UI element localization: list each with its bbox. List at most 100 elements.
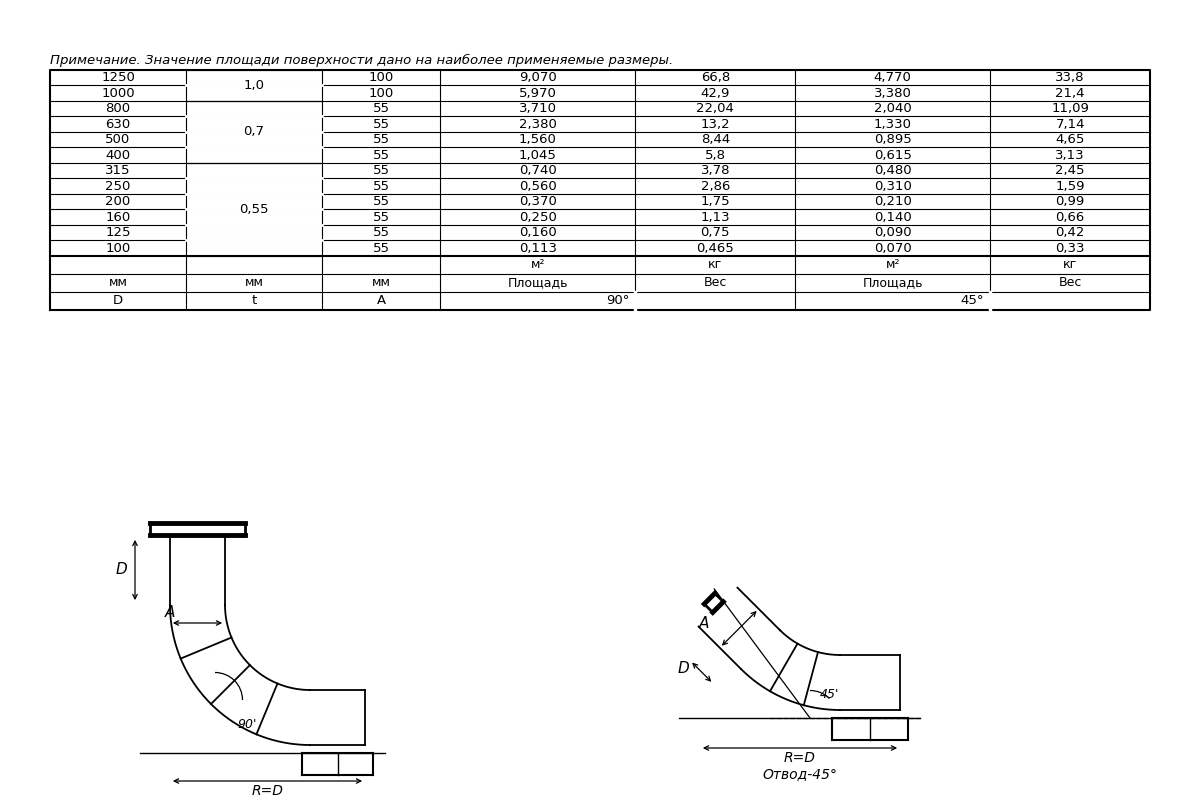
Text: 0,480: 0,480: [874, 164, 912, 177]
Text: 125: 125: [106, 226, 131, 239]
Text: 2,040: 2,040: [874, 102, 912, 115]
Text: 1000: 1000: [101, 86, 134, 100]
Text: 55: 55: [373, 226, 390, 239]
Text: 800: 800: [106, 102, 131, 115]
Text: 0,250: 0,250: [518, 210, 557, 223]
Text: A: A: [698, 616, 709, 631]
Text: 0,370: 0,370: [518, 195, 557, 208]
Text: 0,140: 0,140: [874, 210, 912, 223]
Text: Примечание. Значение площади поверхности дано на наиболее применяемые размеры.: Примечание. Значение площади поверхности…: [50, 54, 673, 67]
Text: 55: 55: [373, 180, 390, 193]
Text: 66,8: 66,8: [701, 71, 730, 84]
Text: 1,0: 1,0: [244, 79, 264, 92]
Text: 0,310: 0,310: [874, 180, 912, 193]
Text: 315: 315: [106, 164, 131, 177]
Text: 11,09: 11,09: [1051, 102, 1090, 115]
Text: 630: 630: [106, 118, 131, 130]
Text: 0,070: 0,070: [874, 242, 912, 254]
Text: 7,14: 7,14: [1056, 118, 1085, 130]
Text: 5,8: 5,8: [704, 149, 726, 162]
Text: 13,2: 13,2: [701, 118, 730, 130]
Text: 8,44: 8,44: [701, 133, 730, 146]
Text: 3,78: 3,78: [701, 164, 730, 177]
Text: 0,75: 0,75: [701, 226, 730, 239]
Text: Площадь: Площадь: [863, 277, 923, 290]
Text: 0,113: 0,113: [518, 242, 557, 254]
Text: кг: кг: [1063, 258, 1078, 271]
Text: м²: м²: [886, 258, 900, 271]
Text: Отвод-45°: Отвод-45°: [762, 767, 838, 781]
Text: 4,770: 4,770: [874, 71, 912, 84]
Text: 22,04: 22,04: [696, 102, 734, 115]
Text: 1,560: 1,560: [518, 133, 557, 146]
Text: 3,380: 3,380: [874, 86, 912, 100]
Text: 0,210: 0,210: [874, 195, 912, 208]
Text: 0,160: 0,160: [520, 226, 557, 239]
Text: 55: 55: [373, 102, 390, 115]
Text: Вес: Вес: [1058, 277, 1082, 290]
Text: 1,13: 1,13: [701, 210, 730, 223]
Text: мм: мм: [245, 277, 264, 290]
Text: 0,55: 0,55: [239, 203, 269, 216]
Text: 55: 55: [373, 164, 390, 177]
Text: R=D: R=D: [784, 751, 816, 765]
Text: 0,895: 0,895: [874, 133, 912, 146]
Text: 55: 55: [373, 210, 390, 223]
Text: 3,710: 3,710: [518, 102, 557, 115]
Text: 2,86: 2,86: [701, 180, 730, 193]
Text: 90°: 90°: [606, 294, 630, 307]
Text: мм: мм: [372, 277, 391, 290]
Text: 1,330: 1,330: [874, 118, 912, 130]
Text: 0,465: 0,465: [696, 242, 734, 254]
Text: мм: мм: [108, 277, 127, 290]
Text: 100: 100: [106, 242, 131, 254]
Text: 160: 160: [106, 210, 131, 223]
Text: 9,070: 9,070: [520, 71, 557, 84]
Text: 21,4: 21,4: [1056, 86, 1085, 100]
Text: 45': 45': [820, 688, 839, 701]
Text: t: t: [252, 294, 257, 307]
Text: 33,8: 33,8: [1056, 71, 1085, 84]
Text: 200: 200: [106, 195, 131, 208]
Text: 0,560: 0,560: [520, 180, 557, 193]
Text: 55: 55: [373, 133, 390, 146]
Text: 55: 55: [373, 242, 390, 254]
Text: D: D: [113, 294, 124, 307]
Text: 1,045: 1,045: [518, 149, 557, 162]
Text: Вес: Вес: [703, 277, 727, 290]
Text: 55: 55: [373, 195, 390, 208]
Text: 55: 55: [373, 118, 390, 130]
Text: 1,59: 1,59: [1056, 180, 1085, 193]
Text: кг: кг: [708, 258, 722, 271]
Text: 90': 90': [238, 718, 257, 731]
Text: 0,33: 0,33: [1056, 242, 1085, 254]
Text: 400: 400: [106, 149, 131, 162]
Text: D: D: [115, 562, 127, 578]
Text: 0,740: 0,740: [520, 164, 557, 177]
Text: A: A: [164, 605, 175, 620]
Text: 500: 500: [106, 133, 131, 146]
Text: 0,99: 0,99: [1056, 195, 1085, 208]
Text: 0,090: 0,090: [874, 226, 912, 239]
Text: 0,615: 0,615: [874, 149, 912, 162]
Text: 0,42: 0,42: [1056, 226, 1085, 239]
Text: 2,380: 2,380: [518, 118, 557, 130]
Text: 45°: 45°: [961, 294, 984, 307]
Text: 0,66: 0,66: [1056, 210, 1085, 223]
Text: 5,970: 5,970: [518, 86, 557, 100]
Text: 100: 100: [368, 86, 394, 100]
Text: D: D: [678, 661, 690, 676]
Text: 250: 250: [106, 180, 131, 193]
Text: 55: 55: [373, 149, 390, 162]
Text: Площадь: Площадь: [508, 277, 568, 290]
Text: 42,9: 42,9: [701, 86, 730, 100]
Text: 2,45: 2,45: [1056, 164, 1085, 177]
Text: 0,7: 0,7: [244, 126, 264, 138]
Text: 1,75: 1,75: [701, 195, 730, 208]
Text: м²: м²: [530, 258, 545, 271]
Text: A: A: [377, 294, 385, 307]
Text: 4,65: 4,65: [1056, 133, 1085, 146]
Text: 1250: 1250: [101, 71, 134, 84]
Text: 100: 100: [368, 71, 394, 84]
Text: R=D: R=D: [252, 784, 283, 798]
